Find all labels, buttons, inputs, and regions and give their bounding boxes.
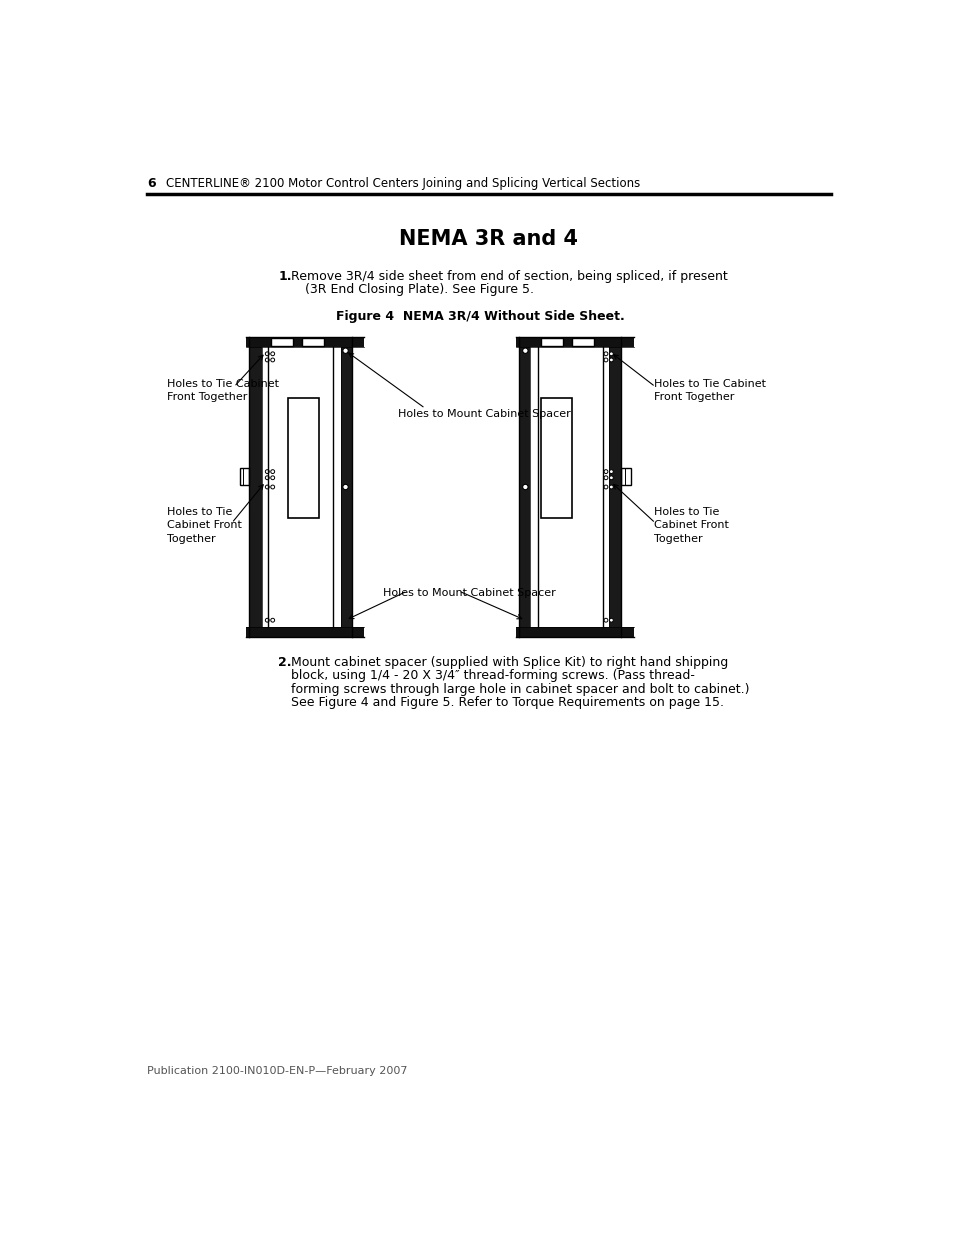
Circle shape <box>271 475 274 479</box>
Circle shape <box>265 358 269 362</box>
Circle shape <box>609 619 613 622</box>
Text: Holes to Tie Cabinet
Front Together: Holes to Tie Cabinet Front Together <box>167 379 279 403</box>
Bar <box>620 468 630 484</box>
Bar <box>540 338 562 346</box>
Circle shape <box>265 619 269 622</box>
Text: NEMA 3R and 4: NEMA 3R and 4 <box>399 228 578 249</box>
Circle shape <box>265 469 269 473</box>
Circle shape <box>271 358 274 362</box>
Text: 1.: 1. <box>278 270 292 283</box>
Circle shape <box>603 352 607 356</box>
Text: Holes to Tie
Cabinet Front
Together: Holes to Tie Cabinet Front Together <box>167 508 242 543</box>
Circle shape <box>265 485 269 489</box>
Circle shape <box>342 348 348 353</box>
Circle shape <box>271 352 274 356</box>
Bar <box>302 338 323 346</box>
Circle shape <box>265 352 269 356</box>
Circle shape <box>271 619 274 622</box>
Bar <box>340 347 352 627</box>
Text: See Figure 4 and Figure 5. Refer to Torque Requirements on page 15.: See Figure 4 and Figure 5. Refer to Torq… <box>291 695 723 709</box>
Bar <box>516 337 633 347</box>
Bar <box>246 337 364 347</box>
Circle shape <box>522 484 528 490</box>
Circle shape <box>342 484 348 490</box>
Text: Publication 2100-IN010D-EN-P—February 2007: Publication 2100-IN010D-EN-P—February 20… <box>147 1066 407 1076</box>
Text: Mount cabinet spacer (supplied with Splice Kit) to right hand shipping: Mount cabinet spacer (supplied with Spli… <box>291 656 728 669</box>
Circle shape <box>603 619 607 622</box>
Text: (3R End Closing Plate). See Figure 5.: (3R End Closing Plate). See Figure 5. <box>305 283 534 296</box>
Text: 2.: 2. <box>278 656 292 669</box>
Bar <box>571 338 593 346</box>
Bar <box>240 468 249 484</box>
Circle shape <box>271 469 274 473</box>
Circle shape <box>609 475 613 479</box>
Circle shape <box>603 485 607 489</box>
Text: Holes to Tie
Cabinet Front
Together: Holes to Tie Cabinet Front Together <box>654 508 728 543</box>
Circle shape <box>265 475 269 479</box>
Bar <box>540 399 571 517</box>
Bar <box>516 627 633 637</box>
Text: Holes to Tie Cabinet
Front Together: Holes to Tie Cabinet Front Together <box>654 379 765 403</box>
Text: block, using 1/4 - 20 X 3/4″ thread-forming screws. (Pass thread-: block, using 1/4 - 20 X 3/4″ thread-form… <box>291 669 695 683</box>
Circle shape <box>271 485 274 489</box>
Text: forming screws through large hole in cabinet spacer and bolt to cabinet.): forming screws through large hole in cab… <box>291 683 749 695</box>
Bar <box>608 347 620 627</box>
Bar <box>271 338 293 346</box>
Text: Holes to Mount Cabinet Spacer: Holes to Mount Cabinet Spacer <box>382 588 555 598</box>
Text: Remove 3R/4 side sheet from end of section, being spliced, if present: Remove 3R/4 side sheet from end of secti… <box>291 270 727 283</box>
Bar <box>246 627 364 637</box>
Circle shape <box>522 348 528 353</box>
Bar <box>288 399 319 517</box>
Bar <box>249 347 261 627</box>
Circle shape <box>603 469 607 473</box>
Circle shape <box>603 475 607 479</box>
Circle shape <box>609 469 613 473</box>
Circle shape <box>609 485 613 489</box>
Bar <box>518 347 530 627</box>
Circle shape <box>609 352 613 356</box>
Text: Holes to Mount Cabinet Spacer: Holes to Mount Cabinet Spacer <box>397 409 571 419</box>
Text: Figure 4  NEMA 3R/4 Without Side Sheet.: Figure 4 NEMA 3R/4 Without Side Sheet. <box>335 310 624 322</box>
Circle shape <box>609 358 613 362</box>
Text: CENTERLINE® 2100 Motor Control Centers Joining and Splicing Vertical Sections: CENTERLINE® 2100 Motor Control Centers J… <box>166 177 639 190</box>
Circle shape <box>603 358 607 362</box>
Text: 6: 6 <box>147 177 155 190</box>
